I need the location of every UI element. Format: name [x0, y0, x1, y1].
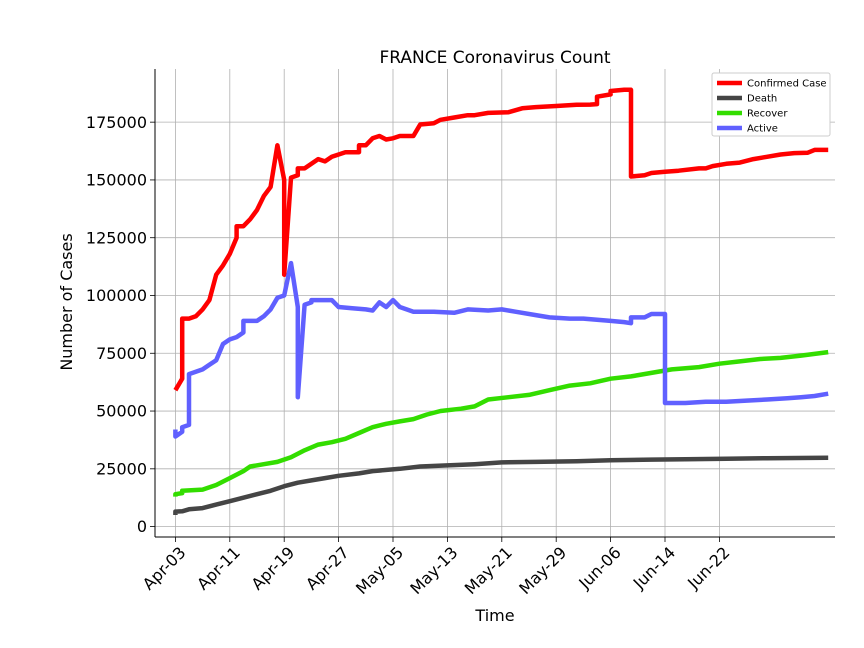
x-tick-label: Apr-19	[248, 543, 299, 594]
x-axis-label: Time	[474, 606, 514, 625]
axes	[154, 69, 835, 538]
legend-label: Active	[747, 124, 778, 135]
grid	[155, 69, 835, 537]
y-tick-label: 75000	[96, 344, 147, 363]
series-line-death	[173, 455, 829, 515]
y-tick-label: 100000	[86, 286, 147, 305]
legend-box	[711, 72, 831, 137]
legend: Confirmed Case Death Recover Active	[711, 72, 831, 137]
series-lines	[173, 87, 829, 515]
series-line-active	[173, 260, 829, 439]
x-tick-label: Jun-06	[574, 543, 624, 593]
x-tick-label: Apr-27	[302, 543, 353, 594]
x-tick-label: Jun-22	[683, 543, 733, 593]
chart-title: FRANCE Coronavirus Count	[379, 48, 610, 68]
y-tick-label: 125000	[86, 228, 147, 247]
series-line-confirmed-case	[173, 87, 829, 392]
series-line-recover	[173, 349, 829, 497]
x-tick-label: Jun-14	[629, 543, 679, 593]
y-tick-label: 175000	[86, 113, 147, 132]
ticks: Apr-03 Apr-11 Apr-19 Apr-27 May-05 May-13 May-…	[86, 113, 734, 598]
legend-label: Recover	[747, 109, 788, 120]
y-tick-label: 0	[137, 517, 147, 536]
y-axis-label: Number of Cases	[57, 233, 76, 370]
x-tick-label: May-21	[461, 543, 516, 598]
legend-label: Confirmed Case	[747, 79, 827, 90]
y-tick-label: 50000	[96, 402, 147, 421]
y-tick-label: 150000	[86, 171, 147, 190]
x-tick-label: Apr-03	[139, 543, 190, 594]
x-tick-label: May-05	[352, 543, 407, 598]
legend-label: Death	[747, 94, 777, 105]
x-tick-label: Apr-11	[193, 543, 244, 594]
x-tick-label: May-29	[515, 543, 570, 598]
y-tick-label: 25000	[96, 459, 147, 478]
x-tick-label: May-13	[406, 543, 461, 598]
